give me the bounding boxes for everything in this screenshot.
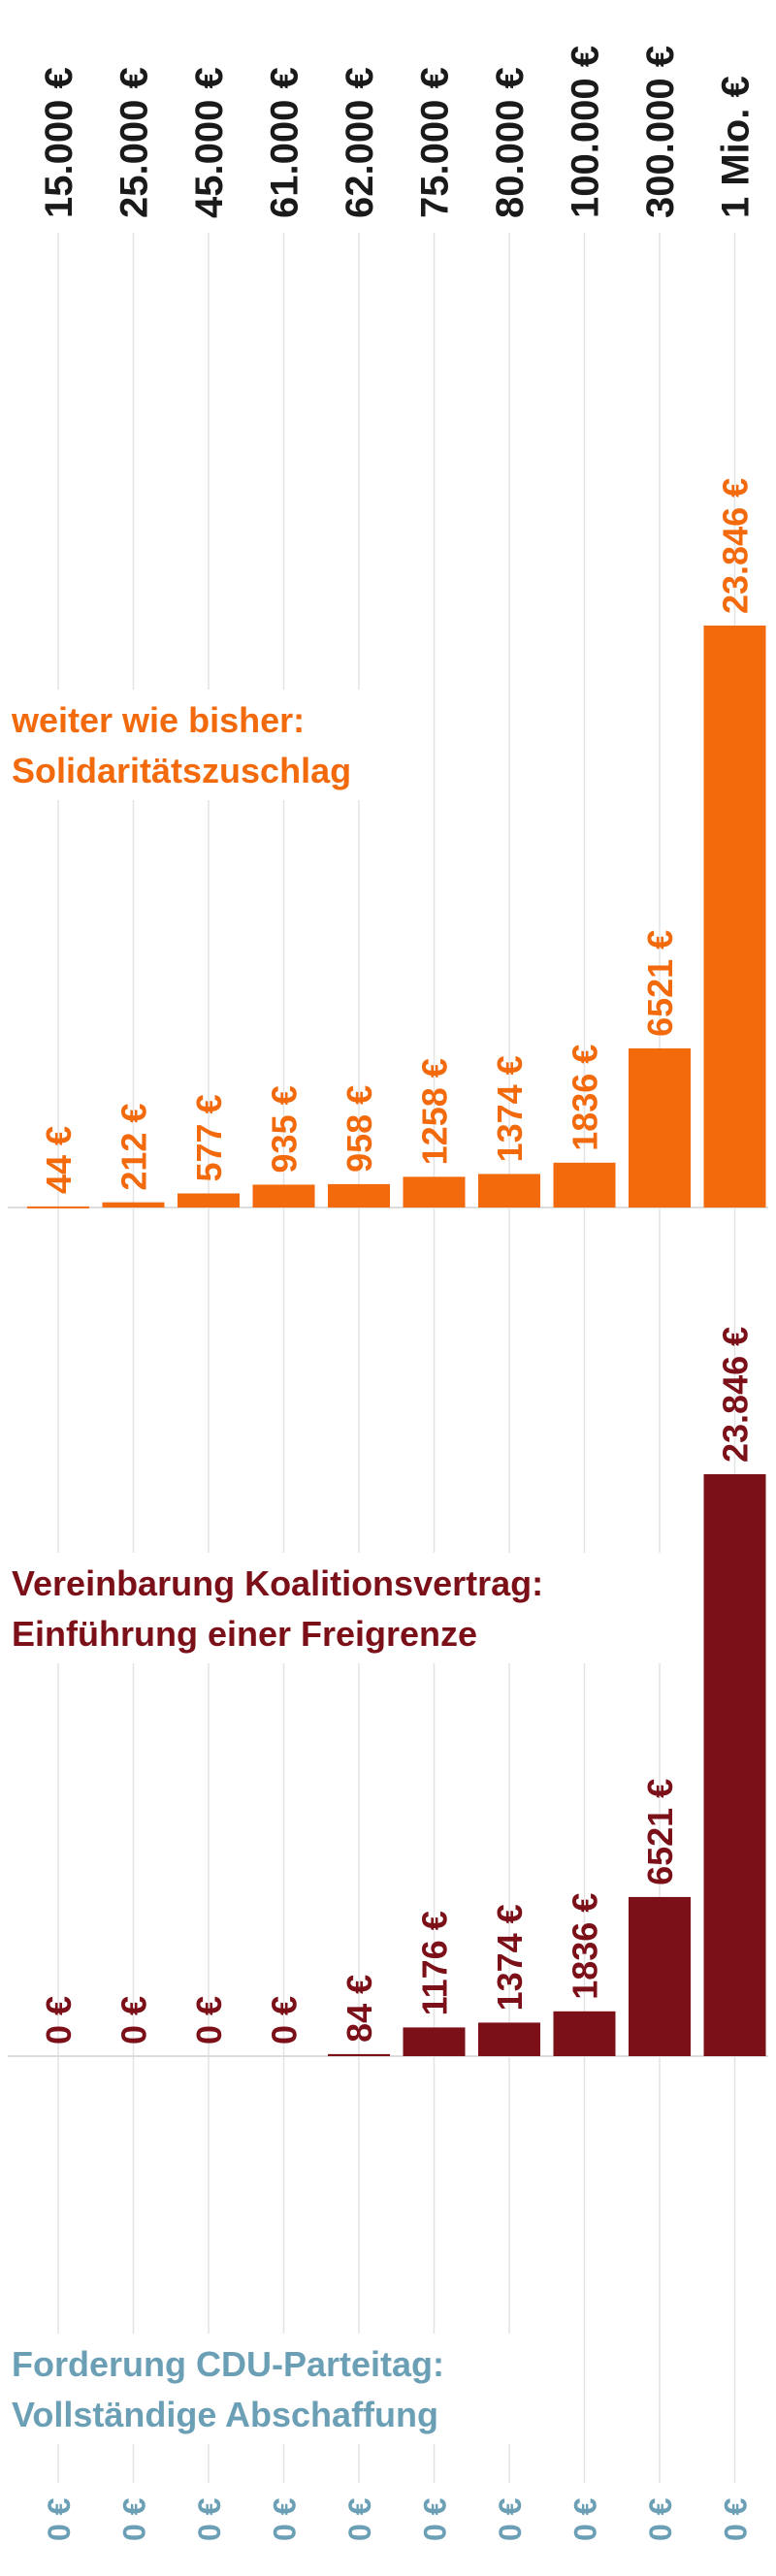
gridlines <box>57 233 736 2483</box>
chart-panels: weiter wie bisher: Solidaritätszuschlag 44… <box>0 478 768 2541</box>
data-label: 1374 € <box>490 1055 530 1162</box>
bar <box>27 1206 89 1208</box>
category-label: 15.000 € <box>38 67 81 218</box>
data-label: 0 € <box>192 2497 227 2541</box>
data-label: 0 € <box>719 2497 754 2541</box>
category-label: 45.000 € <box>188 67 231 218</box>
data-label: 0 € <box>114 1996 154 2045</box>
category-label: 1 Mio. € <box>715 76 758 218</box>
category-label: 25.000 € <box>113 67 156 218</box>
data-label: 0 € <box>117 2497 152 2541</box>
data-label: 6521 € <box>640 930 680 1037</box>
panel-2: Vereinbarung Koalitionsvertrag: Einführun… <box>0 1327 768 2057</box>
category-label: 75.000 € <box>414 67 457 218</box>
data-label: 0 € <box>42 2497 77 2541</box>
bar <box>703 626 766 1208</box>
data-label: 958 € <box>340 1085 379 1173</box>
category-label: 80.000 € <box>489 67 532 218</box>
category-label: 100.000 € <box>565 46 607 218</box>
bar <box>478 2022 540 2056</box>
title-background <box>0 690 419 800</box>
category-labels: 15.000 € 25.000 € 45.000 € 61.000 € 62.000 €… <box>38 46 758 218</box>
data-label: 935 € <box>265 1085 305 1173</box>
data-label: 0 € <box>342 2497 377 2541</box>
bar <box>178 1193 240 1208</box>
data-label: 1258 € <box>415 1058 455 1165</box>
data-label: 44 € <box>39 1126 79 1194</box>
bar <box>102 1202 165 1208</box>
bar <box>478 1174 540 1208</box>
data-label: 0 € <box>568 2497 603 2541</box>
data-label: 23.846 € <box>716 478 756 614</box>
panel-subtitle: Einführung einer Freigrenze <box>12 1614 477 1654</box>
data-label: 23.846 € <box>716 1327 756 1463</box>
data-label: 0 € <box>418 2497 453 2541</box>
data-label: 1374 € <box>490 1904 530 2011</box>
data-label: 0 € <box>265 1996 305 2045</box>
panel-1: weiter wie bisher: Solidaritätszuschlag 44… <box>0 478 768 1208</box>
data-label: 0 € <box>643 2497 678 2541</box>
title-background <box>0 2334 553 2444</box>
data-label: 1836 € <box>566 1045 605 1151</box>
data-label: 0 € <box>39 1996 79 2045</box>
bar <box>403 2027 466 2056</box>
data-label: 0 € <box>493 2497 528 2541</box>
bar <box>553 2011 616 2056</box>
panel-subtitle: Solidaritätszuschlag <box>12 751 351 790</box>
bar <box>553 1162 616 1208</box>
data-label: 0 € <box>268 2497 303 2541</box>
bar <box>252 1184 315 1208</box>
panel-title: weiter wie bisher: <box>11 700 305 740</box>
category-label: 61.000 € <box>264 67 307 218</box>
panel-subtitle: Vollständige Abschaffung <box>12 2395 438 2434</box>
panel-title: Vereinbarung Koalitionsvertrag: <box>12 1563 543 1603</box>
category-label: 62.000 € <box>339 67 381 218</box>
data-label: 6521 € <box>640 1779 680 1885</box>
title-background <box>0 1553 662 1663</box>
bar <box>703 1474 766 2056</box>
bar <box>403 1176 466 1208</box>
category-label: 300.000 € <box>639 46 682 218</box>
bar <box>629 1047 691 1208</box>
panel-title: Forderung CDU-Parteitag: <box>12 2344 444 2384</box>
data-label: 84 € <box>340 1975 379 2043</box>
panel-3: Forderung CDU-Parteitag: Vollständige Abs… <box>0 2334 754 2541</box>
bar <box>328 2053 390 2056</box>
data-label: 1836 € <box>566 1893 605 2000</box>
data-label: 1176 € <box>415 1911 455 2015</box>
data-label: 212 € <box>114 1104 154 1191</box>
data-label: 577 € <box>189 1094 229 1181</box>
bar <box>629 1896 691 2056</box>
bar <box>328 1183 390 1208</box>
data-label: 0 € <box>189 1996 229 2045</box>
